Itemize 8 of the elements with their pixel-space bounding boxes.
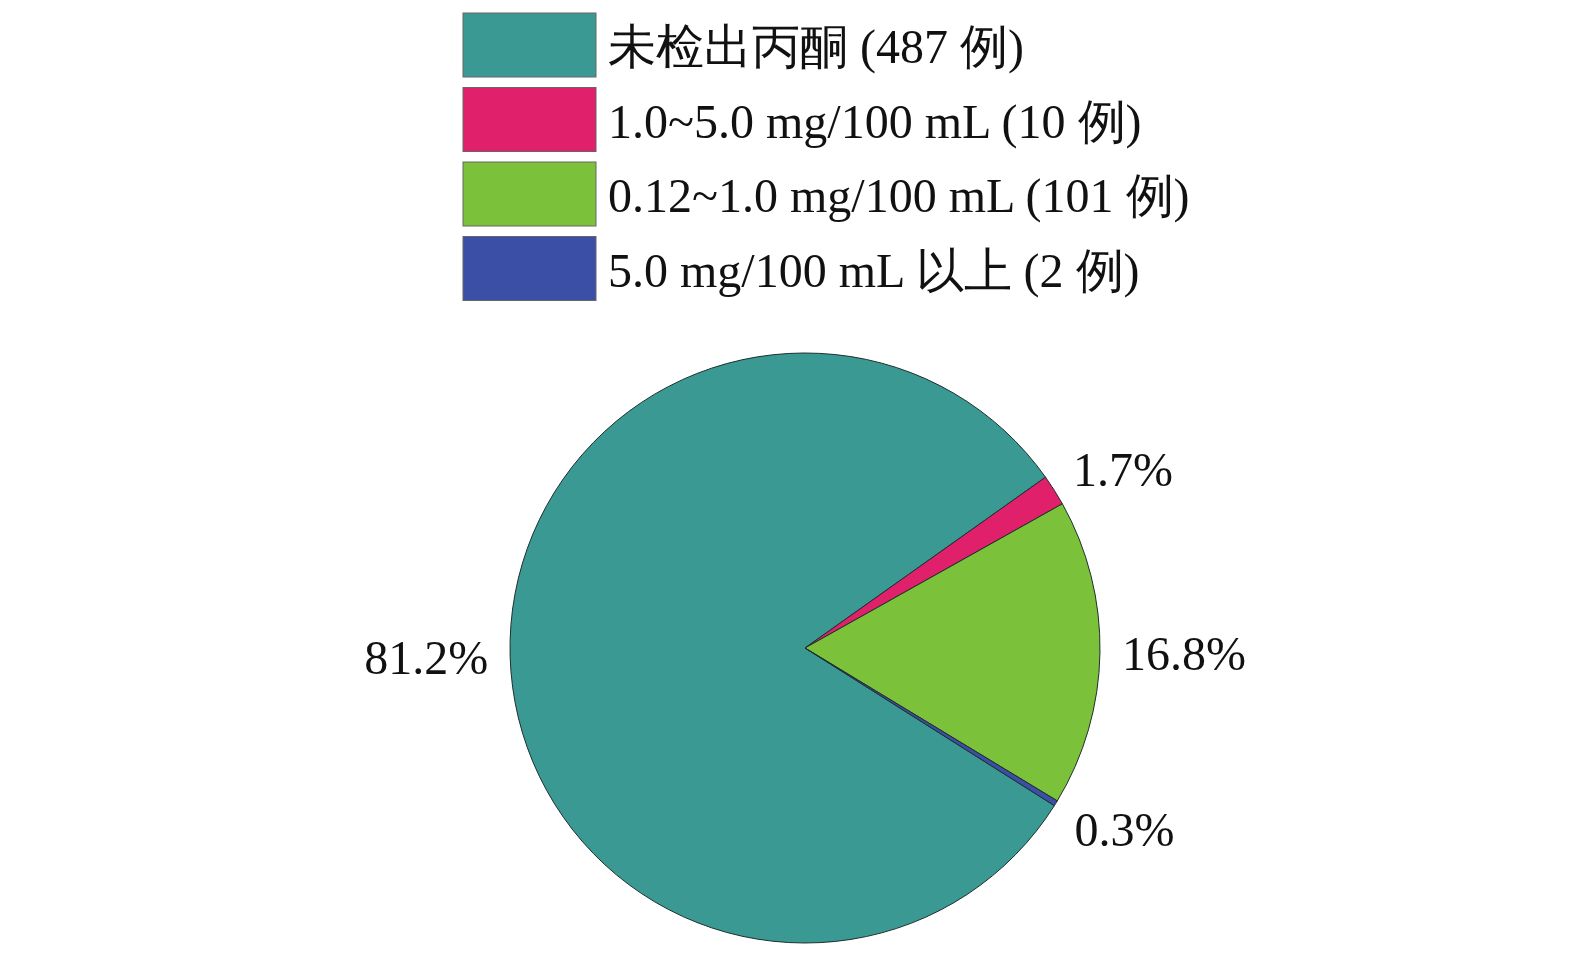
legend-label: 0.12~1.0 mg/100 mL (101 例)	[608, 169, 1190, 223]
legend-label: 5.0 mg/100 mL 以上 (2 例)	[608, 243, 1140, 298]
legend-label: 1.0~5.0 mg/100 mL (10 例)	[608, 94, 1142, 149]
data-label: 81.2%	[364, 630, 489, 684]
data-label: 16.8%	[1121, 627, 1246, 681]
data-label: 0.3%	[1074, 802, 1175, 856]
data-label: 1.7%	[1072, 442, 1173, 496]
legend-label: 未检出丙酮 (487 例)	[608, 20, 1024, 74]
